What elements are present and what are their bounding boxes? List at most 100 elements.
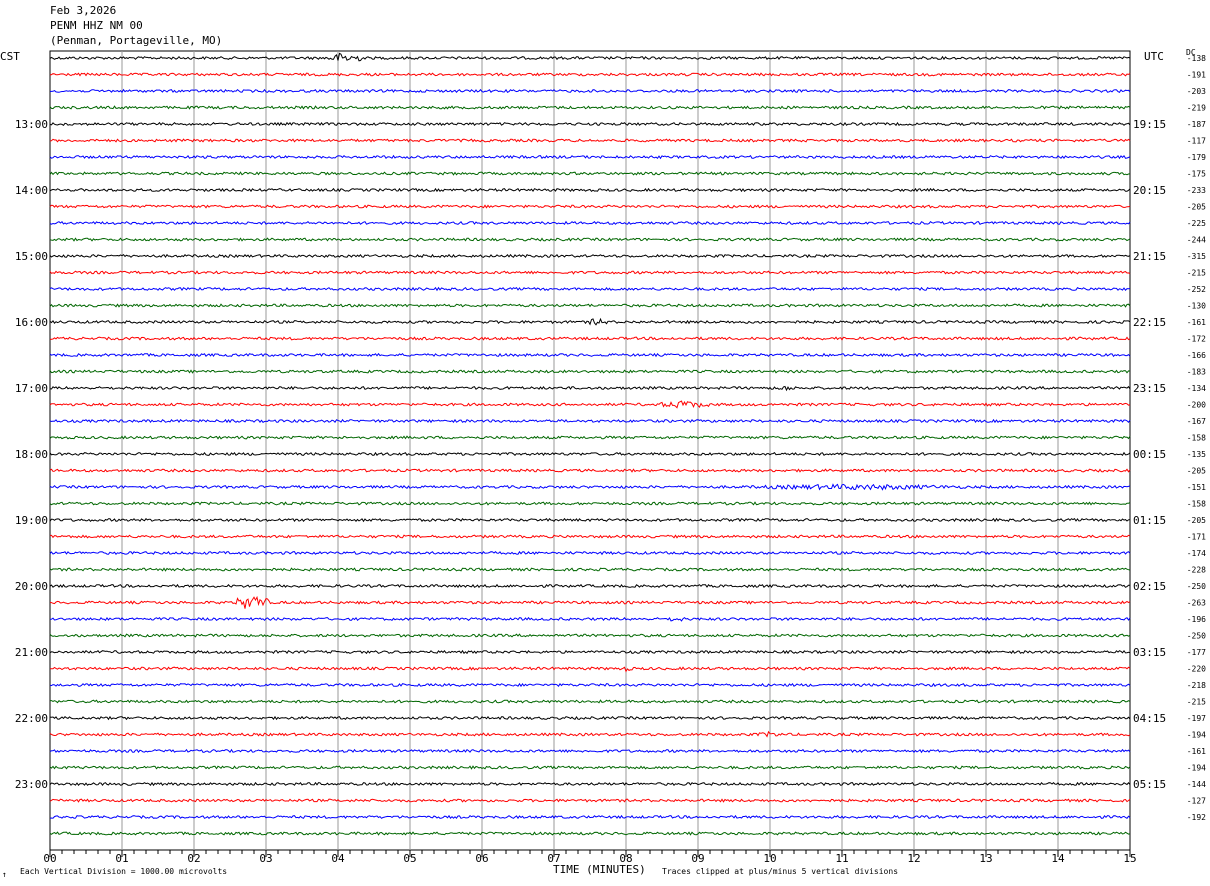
left-time-label: 21:00	[15, 646, 48, 659]
trace-line	[49, 616, 1131, 622]
x-tick-label: 05	[403, 852, 416, 865]
dc-offset-value: -205	[1187, 203, 1206, 212]
dc-offset-value: -191	[1187, 71, 1206, 80]
right-time-label: 23:15	[1133, 382, 1166, 395]
trace-line	[49, 715, 1131, 721]
dc-offset-value: -252	[1187, 285, 1206, 294]
trace-line	[49, 385, 1131, 392]
trace-line	[49, 781, 1131, 787]
right-time-label: 00:15	[1133, 448, 1166, 461]
trace-line	[49, 567, 1131, 572]
trace-line	[49, 286, 1131, 292]
scale-note: Each Vertical Division = 1000.00 microvo…	[20, 867, 228, 876]
trace-line	[49, 418, 1131, 424]
trace-line	[49, 352, 1131, 358]
dc-offset-value: -117	[1187, 137, 1206, 146]
dc-offset-value: -315	[1187, 252, 1206, 261]
x-tick-label: 09	[691, 852, 704, 865]
right-time-label: 20:15	[1133, 184, 1166, 197]
x-tick-label: 10	[763, 852, 776, 865]
dc-offset-value: -183	[1187, 368, 1206, 377]
trace-line	[49, 765, 1131, 770]
trace-line	[49, 237, 1131, 242]
right-time-label: 21:15	[1133, 250, 1166, 263]
dc-offset-value: -151	[1187, 483, 1206, 492]
dc-offset-value: -174	[1187, 549, 1206, 558]
left-time-label: 13:00	[15, 118, 48, 131]
x-tick-label: 01	[115, 852, 128, 865]
dc-offset-value: -127	[1187, 797, 1206, 806]
trace-line	[49, 517, 1131, 523]
trace-line	[49, 798, 1131, 803]
dc-offset-value: -130	[1187, 302, 1206, 311]
right-time-label: 04:15	[1133, 712, 1166, 725]
x-tick-label: 02	[187, 852, 200, 865]
dc-offset-value: -171	[1187, 533, 1206, 542]
trace-line	[49, 748, 1131, 754]
trace-line	[49, 72, 1131, 77]
dc-offset-value: -134	[1187, 384, 1206, 393]
trace-line	[49, 336, 1131, 341]
trace-line	[49, 369, 1131, 374]
trace-line	[49, 220, 1131, 226]
dc-offset-value: -138	[1187, 54, 1206, 63]
x-tick-label: 06	[475, 852, 488, 865]
plot-date: Feb 3,2026	[50, 4, 117, 17]
trace-line	[49, 154, 1131, 160]
trace-line	[49, 468, 1131, 473]
left-time-label: 14:00	[15, 184, 48, 197]
dc-offset-value: -144	[1187, 780, 1206, 789]
left-time-label: 23:00	[15, 778, 48, 791]
trace-line	[49, 550, 1131, 556]
dc-offset-value: -161	[1187, 747, 1206, 756]
trace-line	[49, 730, 1131, 738]
right-time-label: 22:15	[1133, 316, 1166, 329]
trace-line	[50, 699, 1131, 704]
dc-header-label: DC	[1186, 48, 1196, 57]
right-time-label: 02:15	[1133, 580, 1166, 593]
dc-offset-value: -250	[1187, 632, 1206, 641]
trace-line	[49, 171, 1131, 176]
dc-offset-value: -250	[1187, 582, 1206, 591]
x-tick-label: 12	[907, 852, 920, 865]
right-time-label: 01:15	[1133, 514, 1166, 527]
left-time-label: 20:00	[15, 580, 48, 593]
dc-offset-value: -187	[1187, 120, 1206, 129]
clip-note: Traces clipped at plus/minus 5 vertical …	[662, 867, 899, 876]
left-time-label: 19:00	[15, 514, 48, 527]
x-tick-label: 14	[1051, 852, 1065, 865]
trace-line	[49, 138, 1131, 143]
trace-line	[49, 501, 1131, 506]
x-tick-label: 04	[331, 852, 345, 865]
dc-offset-value: -244	[1187, 236, 1206, 245]
left-time-label: 18:00	[15, 448, 48, 461]
dc-offset-value: -166	[1187, 351, 1206, 360]
x-tick-label: 13	[979, 852, 992, 865]
trace-line	[49, 105, 1131, 110]
trace-line	[49, 595, 1131, 609]
trace-line	[49, 633, 1131, 638]
dc-offset-value: -205	[1187, 516, 1206, 525]
x-tick-label: 00	[43, 852, 56, 865]
trace-line	[49, 52, 1131, 62]
dc-offset-value: -172	[1187, 335, 1206, 344]
trace-line	[49, 317, 1131, 326]
dc-offset-value: -158	[1187, 434, 1206, 443]
trace-line	[49, 303, 1131, 308]
dc-offset-value: -158	[1187, 500, 1206, 509]
station-location: (Penman, Portageville, MO)	[50, 34, 223, 47]
dc-offset-value: -135	[1187, 450, 1206, 459]
trace-line	[49, 451, 1131, 457]
dc-offset-value: -175	[1187, 170, 1206, 179]
dc-offset-value: -215	[1187, 269, 1206, 278]
trace-line	[49, 831, 1131, 836]
right-timezone-label: UTC	[1144, 50, 1164, 63]
dc-offset-value: -220	[1187, 665, 1206, 674]
trace-line	[49, 649, 1131, 655]
x-axis-title: TIME (MINUTES)	[553, 863, 646, 876]
x-tick-label: 07	[547, 852, 560, 865]
x-tick-label: 11	[835, 852, 848, 865]
x-tick-label: 03	[259, 852, 272, 865]
dc-offset-value: -167	[1187, 417, 1206, 426]
dc-offset-value: -177	[1187, 648, 1206, 657]
